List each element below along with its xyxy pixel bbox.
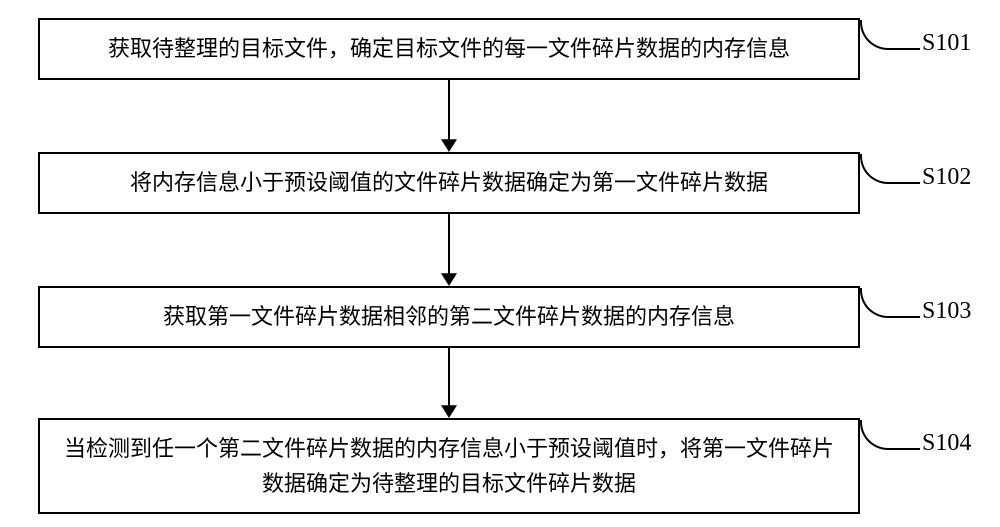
flow-edge [0,0,1000,527]
flowchart: 获取待整理的目标文件，确定目标文件的每一文件碎片数据的内存信息将内存信息小于预设… [0,0,1000,527]
